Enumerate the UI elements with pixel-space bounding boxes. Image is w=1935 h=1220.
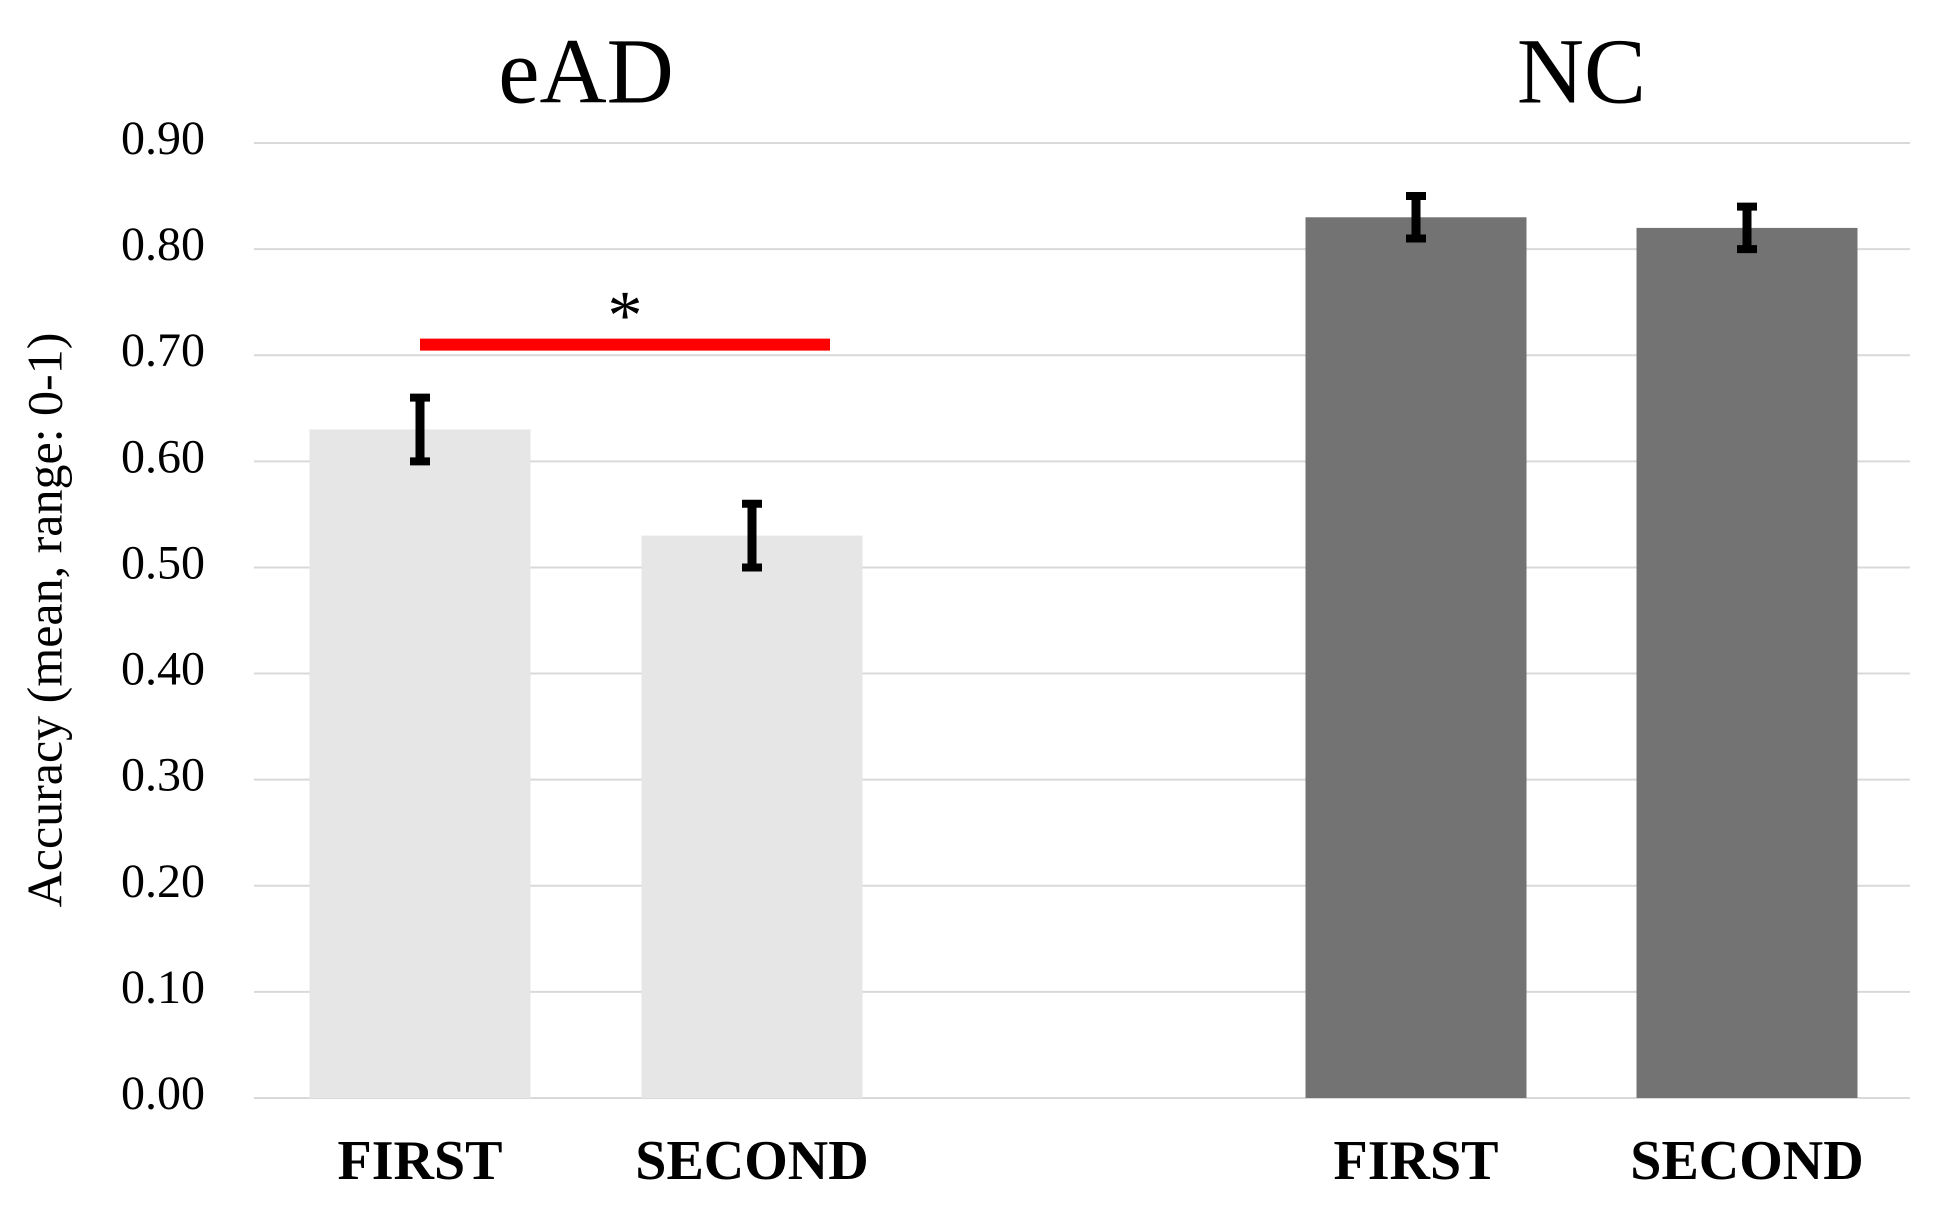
- y-tick-label: 0.60: [121, 430, 205, 483]
- bar: [309, 429, 531, 1098]
- y-tick-label: 0.90: [121, 112, 205, 165]
- y-tick-label: 0.70: [121, 324, 205, 377]
- bar: [1636, 227, 1858, 1098]
- x-tick-label: FIRST: [1334, 1130, 1499, 1192]
- y-tick-label: 0.80: [121, 218, 205, 271]
- y-tick-label: 0.10: [121, 961, 205, 1014]
- group-title: NC: [1517, 20, 1646, 123]
- y-tick-label: 0.00: [121, 1067, 205, 1120]
- y-axis-label: Accuracy (mean, range: 0-1): [16, 333, 72, 908]
- bar: [1305, 217, 1527, 1098]
- y-tick-label: 0.50: [121, 536, 205, 589]
- y-tick-label: 0.30: [121, 749, 205, 802]
- x-tick-label: SECOND: [1630, 1130, 1863, 1192]
- significance-label: *: [608, 278, 643, 355]
- group-title: eAD: [498, 20, 674, 123]
- bar: [641, 535, 863, 1098]
- x-tick-label: SECOND: [635, 1130, 868, 1192]
- x-tick-label: FIRST: [338, 1130, 503, 1192]
- y-tick-label: 0.40: [121, 643, 205, 696]
- y-tick-label: 0.20: [121, 855, 205, 908]
